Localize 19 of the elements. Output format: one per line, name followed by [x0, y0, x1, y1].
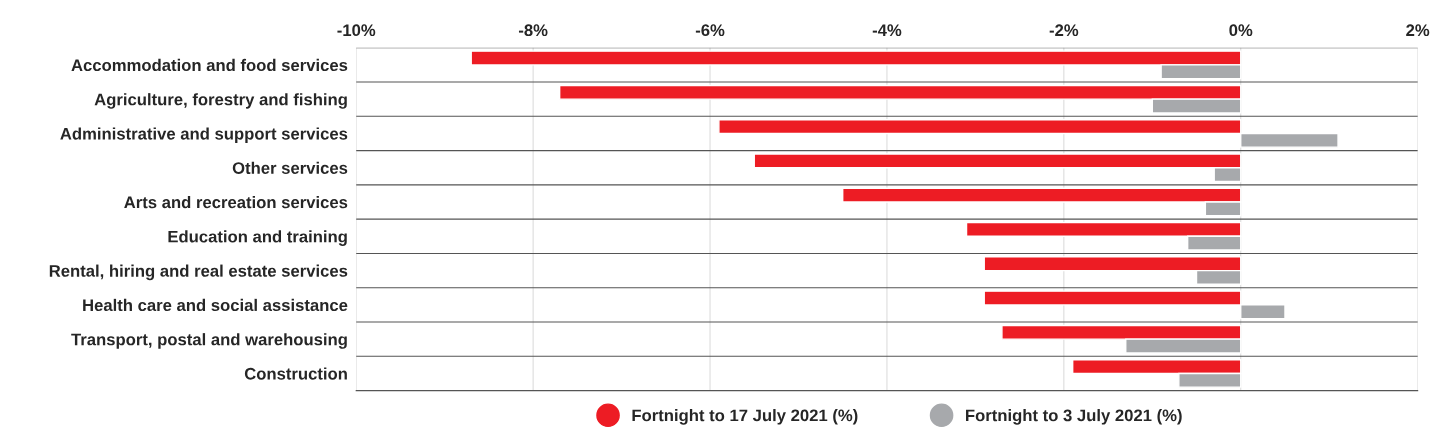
y-tick-label: Administrative and support services	[60, 127, 348, 143]
x-tick-label: 2%	[1406, 24, 1430, 37]
x-tick-label: -4%	[872, 24, 902, 37]
y-tick-label: Health care and social assistance	[83, 298, 348, 312]
y-tick-label: Other services	[232, 161, 348, 174]
legend-label: Fortnight to 3 July 2021 (%)	[966, 409, 1182, 425]
y-tick-label: Agriculture, forestry and fishing	[94, 93, 347, 109]
y-tick-label: Education and training	[168, 230, 347, 246]
y-tick-label: Arts and recreation services	[124, 195, 348, 209]
x-tick-label: -8%	[518, 24, 548, 37]
x-tick-label: 0%	[1229, 24, 1253, 37]
y-tick-label: Construction	[244, 367, 347, 380]
x-tick-label: -10%	[337, 24, 376, 37]
legend-label: Fortnight to 17 July 2021 (%)	[632, 409, 858, 425]
y-tick-label: Accommodation and food services	[71, 58, 348, 72]
y-tick-label: Transport, postal and warehousing	[71, 333, 347, 349]
x-tick-label: -6%	[695, 24, 725, 37]
y-tick-label: Rental, hiring and real estate services	[49, 264, 348, 281]
x-tick-label: -2%	[1049, 24, 1079, 37]
